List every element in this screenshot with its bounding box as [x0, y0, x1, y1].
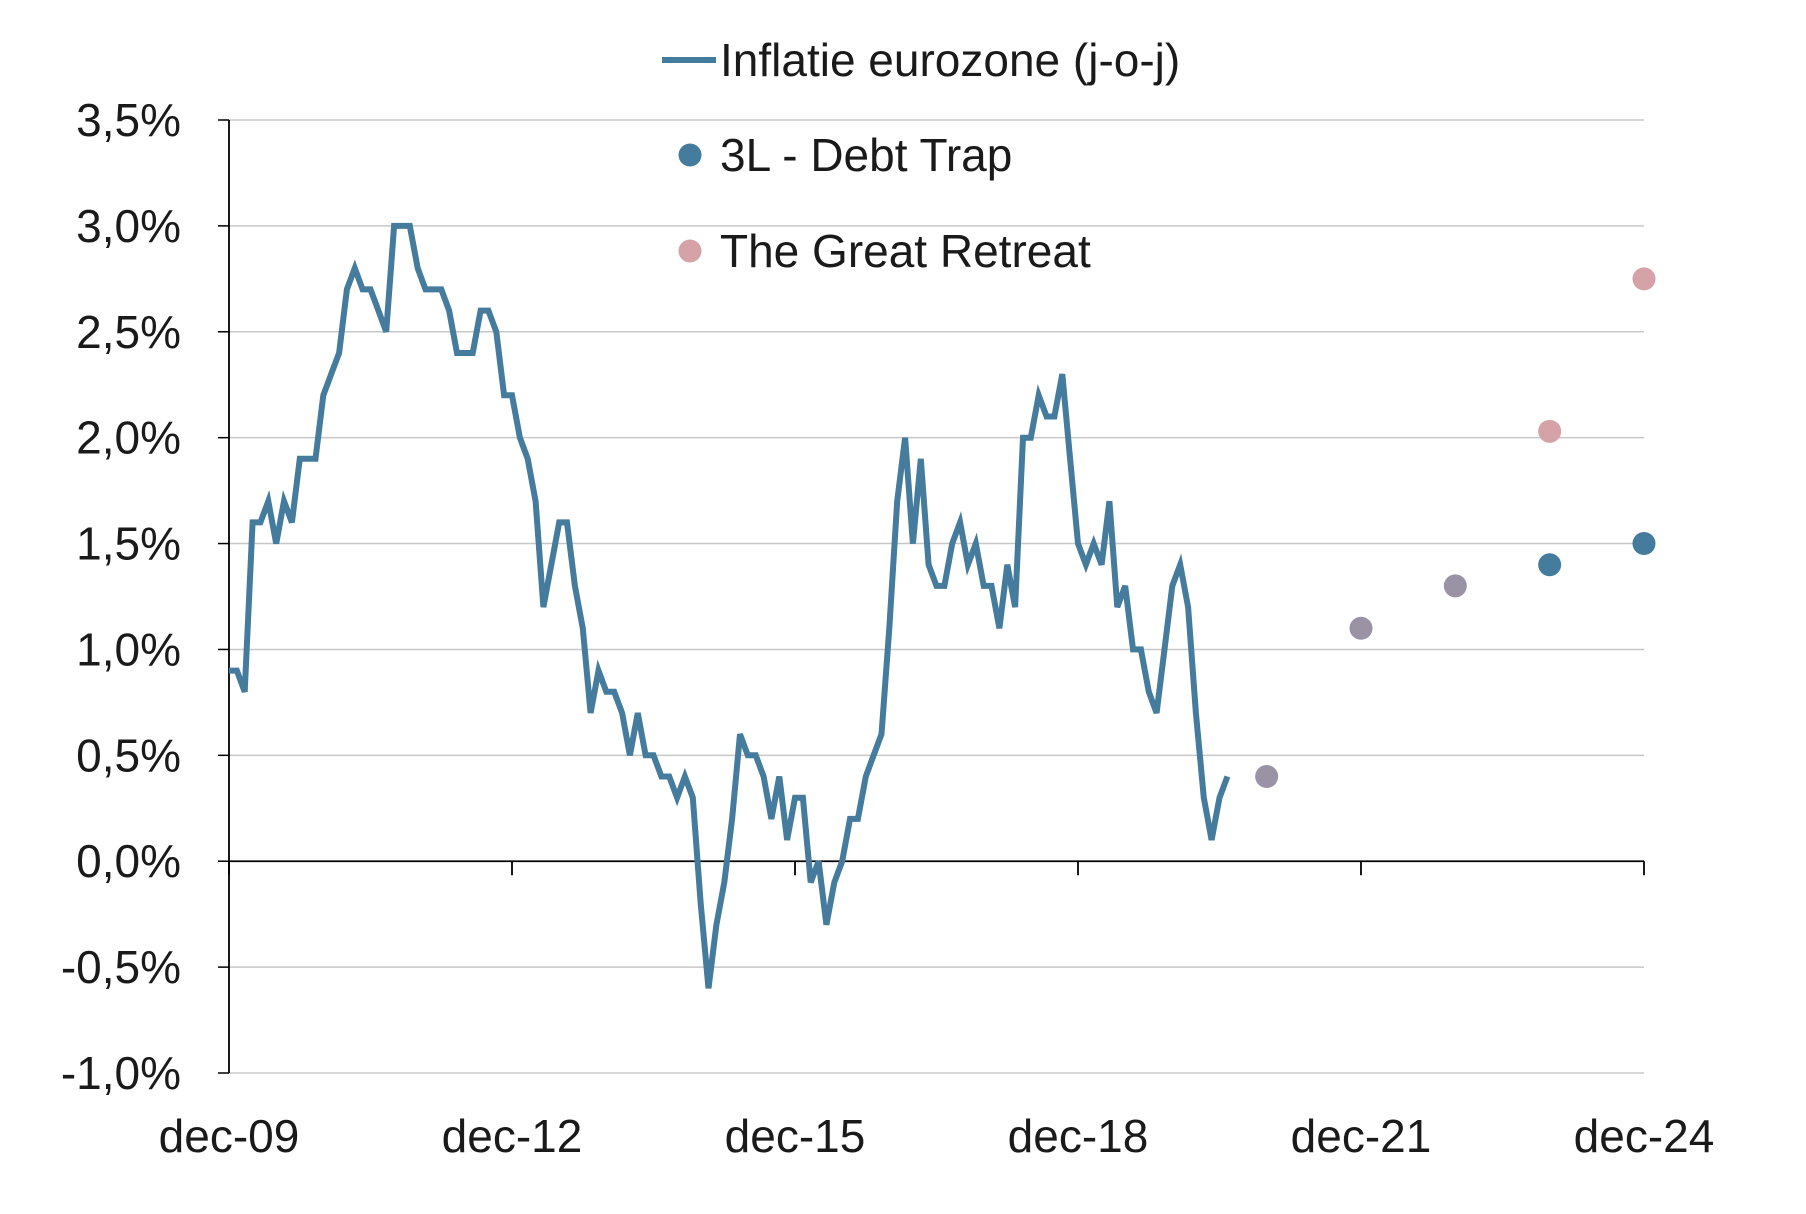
legend-label: 3L - Debt Trap: [720, 129, 1012, 181]
legend-label: The Great Retreat: [720, 225, 1091, 277]
y-tick-label: 0,0%: [76, 835, 181, 887]
y-tick-label: 0,5%: [76, 729, 181, 781]
x-tick-label: dec-15: [725, 1110, 866, 1162]
y-tick-labels: -1,0% -0,5% 0,0% 0,5% 1,0% 1,5% 2,0% 2,5% 3,0% 3,…: [61, 94, 181, 1099]
legend-label: Inflatie eurozone (j-o-j): [720, 34, 1180, 86]
point-overlap: [1349, 616, 1373, 640]
point-debt-trap: [1538, 553, 1562, 577]
y-tick-label: -0,5%: [61, 941, 181, 993]
axes: [218, 119, 1645, 1074]
x-tick-label: dec-18: [1008, 1110, 1149, 1162]
point-overlap: [1443, 574, 1467, 598]
x-tick-label: dec-21: [1291, 1110, 1432, 1162]
plot-area: [229, 222, 1656, 989]
y-tick-label: 2,0%: [76, 412, 181, 464]
x-tick-label: dec-12: [442, 1110, 583, 1162]
series-line-inflatie: [229, 222, 1231, 989]
point-debt-trap: [1632, 532, 1656, 556]
y-tick-label: 2,5%: [76, 306, 181, 358]
y-tick-label: 1,5%: [76, 518, 181, 570]
y-tick-label: -1,0%: [61, 1047, 181, 1099]
y-tick-label: 3,5%: [76, 94, 181, 146]
point-overlap: [1255, 765, 1279, 789]
x-tick-label: dec-24: [1574, 1110, 1715, 1162]
point-great-retreat: [1632, 267, 1656, 291]
x-tick-labels: dec-09 dec-12 dec-15 dec-18 dec-21 dec-24: [159, 1110, 1715, 1162]
x-tick-label: dec-09: [159, 1110, 300, 1162]
y-tick-label: 1,0%: [76, 623, 181, 675]
gridlines: [229, 119, 1644, 1074]
legend-marker-great-retreat: [678, 239, 702, 263]
point-great-retreat: [1538, 419, 1562, 443]
legend: Inflatie eurozone (j-o-j) 3L - Debt Trap T…: [662, 34, 1180, 277]
y-tick-label: 3,0%: [76, 200, 181, 252]
legend-marker-debt-trap: [678, 143, 702, 167]
